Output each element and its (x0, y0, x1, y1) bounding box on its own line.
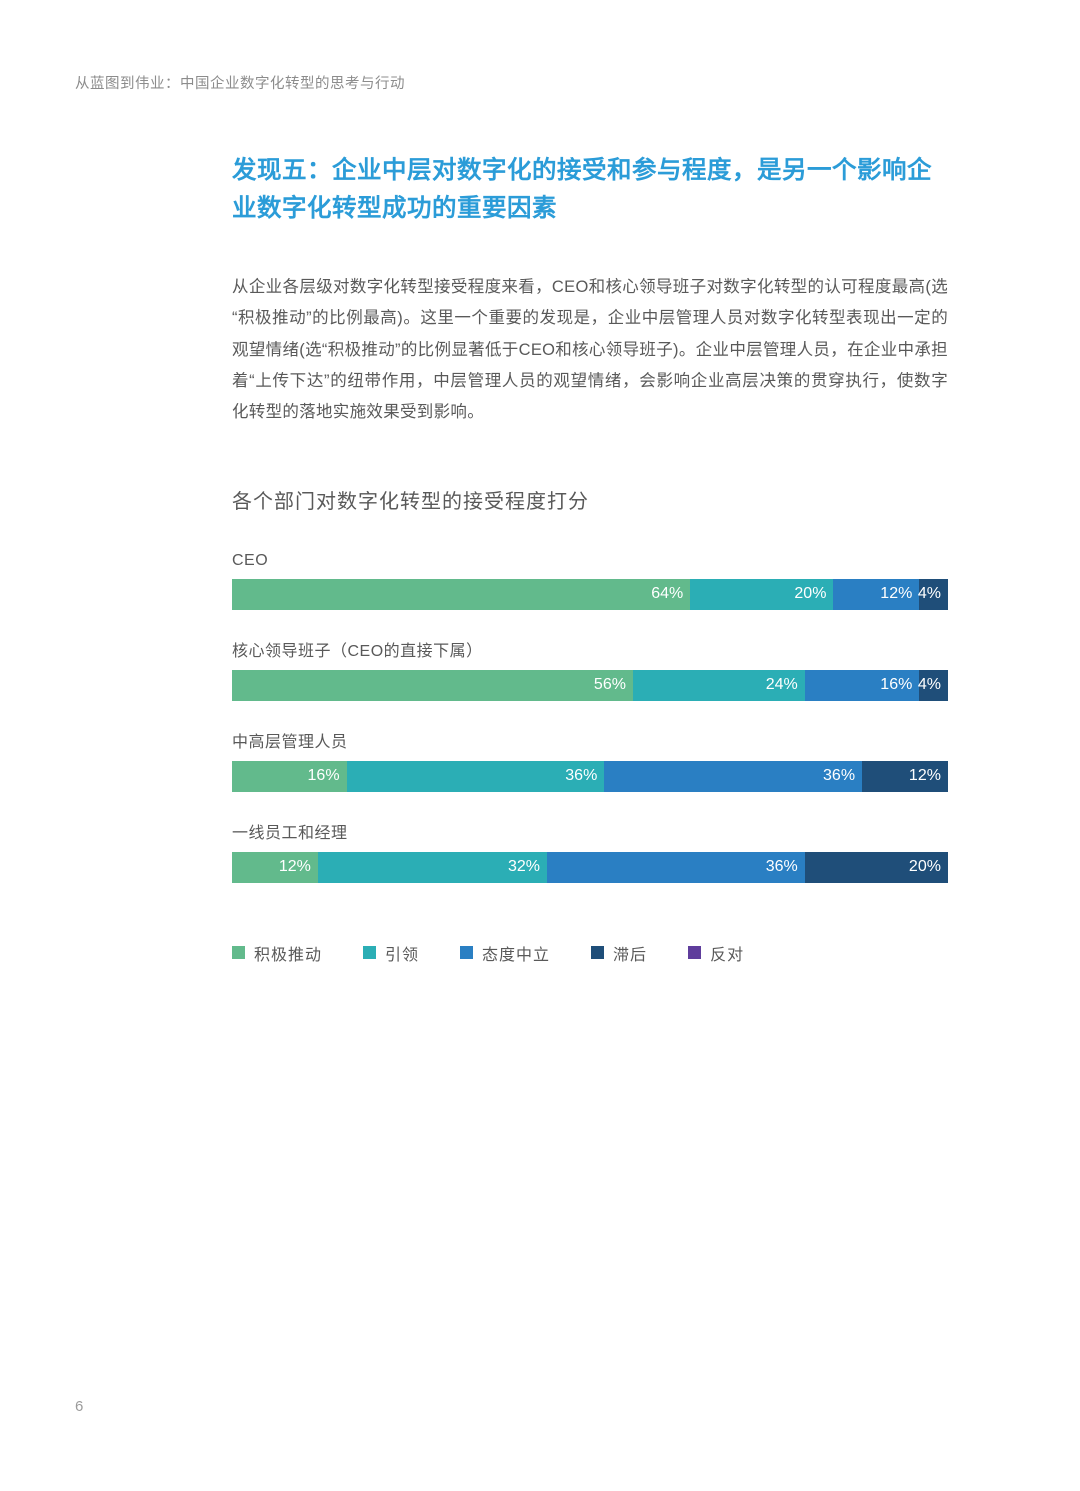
bar-segment: 32% (317, 851, 548, 883)
bar-segment: 16% (232, 760, 347, 792)
legend-item: 引领 (363, 941, 419, 965)
bar-segment: 16% (804, 669, 920, 701)
legend-swatch-icon (460, 946, 474, 960)
legend-item: 滞后 (591, 941, 647, 965)
bar-segment: 12% (862, 760, 948, 792)
chart-row-label: 核心领导班子（CEO的直接下属） (232, 642, 483, 660)
legend-label: 积极推动 (254, 946, 323, 964)
finding-title: 发现五：企业中层对数字化的接受和参与程度，是另一个影响企业数字化转型成功的重要因… (232, 157, 932, 222)
legend-label: 态度中立 (482, 946, 551, 964)
chart-row: 一线员工和经理 12% 32% 36% 20% (232, 819, 948, 883)
legend-swatch-icon (232, 946, 245, 960)
chart-row: CEO 64% 20% 12% 4% (232, 552, 948, 610)
legend-item: 反对 (688, 941, 744, 965)
bar-segment: 12% (232, 851, 318, 883)
legend-label: 滞后 (613, 946, 648, 964)
stacked-bar: 64% 20% 12% 4% (232, 578, 948, 610)
chart-row-label: 一线员工和经理 (232, 824, 348, 842)
stacked-bar-chart: CEO 64% 20% 12% 4% 核心领导班子（CEO的直接下属） 56% 24% 16% 4… (232, 552, 948, 883)
main-content: 发现五：企业中层对数字化的接受和参与程度，是另一个影响企业数字化转型成功的重要因… (232, 152, 948, 965)
chart-row: 中高层管理人员 16% 36% 36% 12% (232, 728, 948, 792)
legend-swatch-icon (591, 946, 605, 960)
chart-row-label: CEO (232, 551, 269, 569)
bar-segment: 64% (232, 578, 691, 610)
stacked-bar: 12% 32% 36% 20% (232, 851, 948, 883)
legend-item: 积极推动 (232, 941, 322, 965)
legend-swatch-icon (363, 946, 377, 960)
legend-label: 引领 (385, 946, 420, 964)
legend-swatch-icon (688, 946, 702, 960)
bar-segment: 24% (632, 669, 805, 701)
chart-title: 各个部门对数字化转型的接受程度打分 (232, 490, 589, 513)
bar-segment: 4% (918, 669, 948, 701)
legend-item: 态度中立 (460, 941, 550, 965)
page-number: 6 (75, 1398, 84, 1415)
document-header-title: 从蓝图到伟业：中国企业数字化转型的思考与行动 (75, 76, 405, 92)
chart-section: 各个部门对数字化转型的接受程度打分 CEO 64% 20% 12% 4% 核心领导班子（C… (232, 485, 948, 965)
bar-segment: 36% (604, 760, 863, 792)
stacked-bar: 16% 36% 36% 12% (232, 760, 948, 792)
chart-row: 核心领导班子（CEO的直接下属） 56% 24% 16% 4% (232, 637, 948, 701)
bar-segment: 56% (232, 669, 633, 701)
legend-label: 反对 (710, 946, 745, 964)
bar-segment: 36% (346, 760, 605, 792)
chart-row-label: 中高层管理人员 (232, 733, 348, 751)
bar-segment: 4% (918, 578, 948, 610)
bar-segment: 20% (804, 851, 948, 883)
chart-legend: 积极推动 引领 态度中立 滞后 反对 (232, 941, 948, 965)
bar-segment: 36% (547, 851, 805, 883)
stacked-bar: 56% 24% 16% 4% (232, 669, 948, 701)
bar-segment: 20% (690, 578, 834, 610)
bar-segment: 12% (833, 578, 920, 610)
body-paragraph: 从企业各层级对数字化转型接受程度来看，CEO和核心领导班子对数字化转型的认可程度… (232, 277, 948, 422)
